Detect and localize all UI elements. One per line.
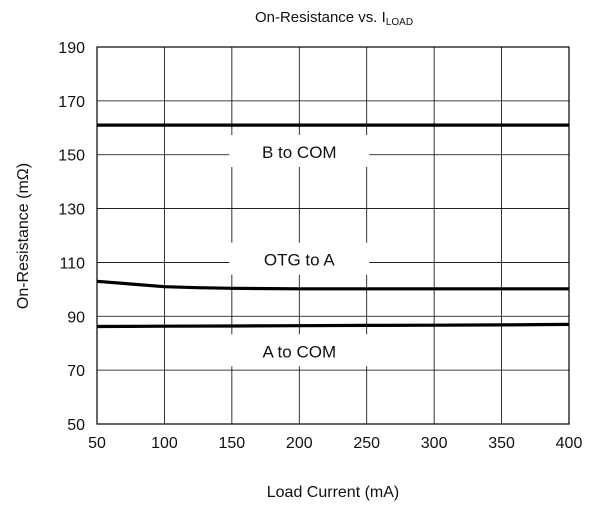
y-tick-label: 110: [59, 255, 85, 272]
series-line: [96, 322, 570, 329]
series-label: B to COM: [262, 143, 337, 162]
y-tick-label: 130: [58, 202, 85, 219]
y-tick-labels: 50 70 90 110 130 150 170 190: [58, 40, 85, 434]
series-lines: [96, 123, 570, 329]
x-tick-label: 50: [88, 435, 106, 452]
grid: [97, 47, 569, 424]
chart-title-main: On-Resistance vs. I: [255, 9, 386, 26]
chart-title: On-Resistance vs. ILOAD: [255, 9, 413, 28]
y-tick-label: 150: [58, 148, 85, 165]
series-label-background: [229, 242, 370, 275]
x-tick-label: 100: [151, 435, 178, 452]
x-tick-label: 400: [556, 435, 583, 452]
x-tick-labels: 50 100 150 200 250 300 350 400: [88, 435, 582, 452]
series-label-background: [229, 135, 370, 168]
y-tick-label: 70: [67, 363, 85, 380]
series-label-background: [229, 334, 370, 367]
series-label: OTG to A: [264, 251, 336, 270]
x-tick-label: 350: [488, 435, 515, 452]
chart-title-subscript: LOAD: [386, 17, 413, 28]
x-tick-label: 300: [421, 435, 448, 452]
plot-frame: [96, 46, 570, 425]
y-tick-label: 50: [67, 417, 85, 434]
x-tick-label: 200: [286, 435, 313, 452]
series-line: [96, 279, 569, 291]
y-tick-label: 90: [67, 309, 85, 326]
x-axis-label: Load Current (mA): [267, 484, 400, 501]
series-label: A to COM: [262, 342, 336, 361]
y-axis-label: On-Resistance (mΩ): [15, 163, 32, 309]
y-tick-label: 170: [58, 94, 85, 111]
y-tick-label: 190: [58, 40, 85, 57]
x-tick-label: 150: [219, 435, 246, 452]
series-labels: B to COM OTG to A A to COM: [229, 135, 370, 367]
x-tick-label: 250: [353, 435, 380, 452]
